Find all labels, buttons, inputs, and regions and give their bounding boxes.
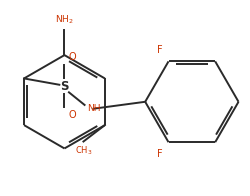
Text: NH: NH bbox=[87, 104, 101, 113]
Text: F: F bbox=[156, 149, 162, 159]
Text: F: F bbox=[156, 45, 162, 55]
Text: CH$_3$: CH$_3$ bbox=[75, 144, 92, 157]
Text: S: S bbox=[60, 80, 69, 93]
Text: O: O bbox=[69, 52, 76, 62]
Text: O: O bbox=[69, 110, 76, 120]
Text: NH$_2$: NH$_2$ bbox=[55, 14, 74, 26]
